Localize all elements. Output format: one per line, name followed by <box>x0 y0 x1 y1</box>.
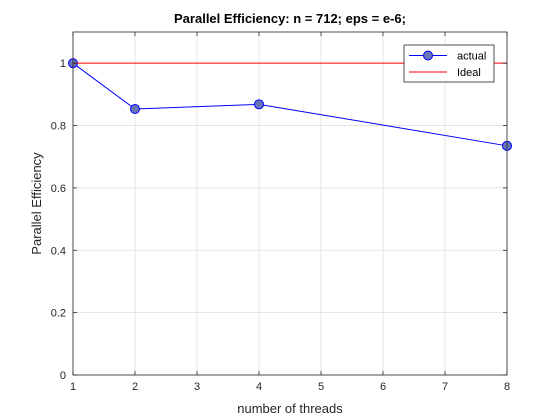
y-tick-label-4: 0.8 <box>51 121 66 133</box>
y-tick-label-3: 0.6 <box>51 183 66 195</box>
y-tick-label-5: 1 <box>60 58 66 70</box>
plot-frame <box>72 31 508 376</box>
x-tick-label-1: 2 <box>132 381 138 393</box>
x-axis-label: number of threads <box>237 401 343 416</box>
x-tick-label-3: 4 <box>256 381 262 393</box>
chart-title: Parallel Efficiency: n = 712; eps = e-6; <box>174 11 406 26</box>
y-tick-label-1: 0.2 <box>51 308 66 320</box>
x-tick-label-7: 8 <box>504 381 510 393</box>
y-tick-label-2: 0.4 <box>51 245 66 257</box>
x-tick-label-0: 1 <box>70 381 76 393</box>
x-tick-label-2: 3 <box>194 381 200 393</box>
data-point-actual-2 <box>254 99 264 110</box>
x-tick-label-4: 5 <box>318 381 324 393</box>
data-point-actual-1 <box>130 104 140 115</box>
plot-background <box>73 32 507 375</box>
ticks <box>72 32 508 376</box>
series-line-actual <box>72 62 508 147</box>
legend-label-actual: actual <box>457 51 486 63</box>
y-tick-label-0: 0 <box>60 370 66 382</box>
y-axis-label: Parallel Efficiency <box>29 152 44 255</box>
legend-marker-actual <box>423 50 433 61</box>
legend-label-ideal: Ideal <box>457 67 481 79</box>
x-tick-label-6: 7 <box>442 381 448 393</box>
legend: actual Ideal <box>403 44 495 83</box>
tick-labels: 1 2 3 4 5 6 7 8 0 0.2 0.4 0.6 0.8 1 <box>51 58 510 393</box>
x-tick-label-5: 6 <box>380 381 386 393</box>
legend-box <box>403 44 495 83</box>
